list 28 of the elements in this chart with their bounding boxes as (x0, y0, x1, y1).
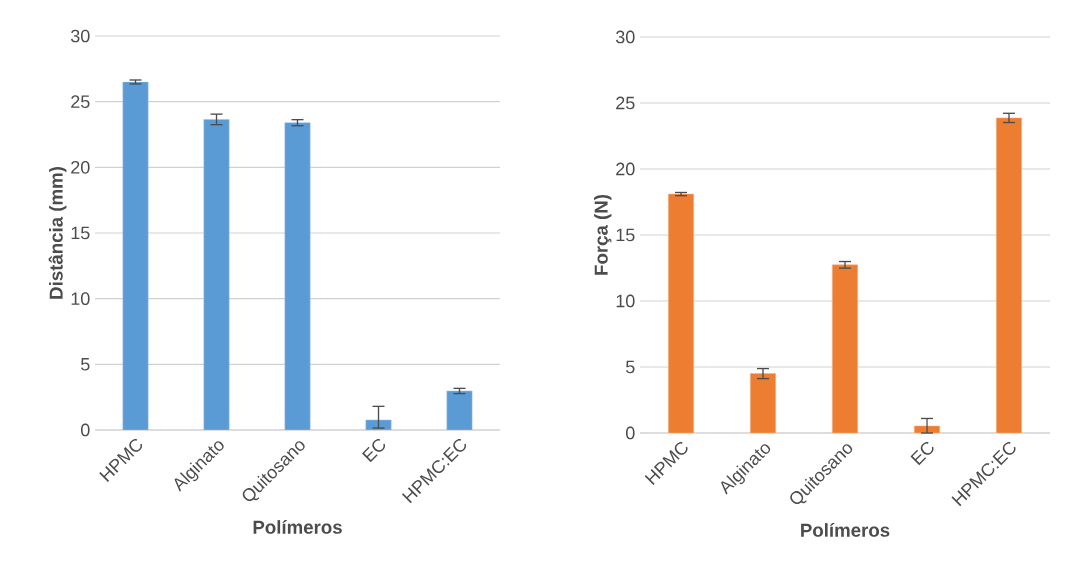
x-tick-label: EC (910, 441, 934, 466)
bar (750, 373, 776, 433)
y-tick-label: 20 (71, 160, 90, 174)
y-tick-label: 25 (616, 96, 635, 110)
y-tick-label: 0 (81, 423, 90, 437)
y-tick-label: 10 (71, 292, 90, 306)
bar (446, 390, 473, 430)
y-axis-title: Distância (mm) (48, 167, 67, 299)
y-tick-label: 15 (71, 226, 90, 240)
x-axis-title: Polímeros (253, 519, 342, 534)
bar (284, 122, 311, 430)
y-tick-label: 0 (625, 426, 635, 440)
bar (996, 117, 1022, 433)
y-tick-label: 30 (615, 30, 635, 44)
x-tick-label: EC (361, 438, 386, 463)
y-tick-label: 25 (71, 95, 90, 109)
bar (668, 193, 694, 433)
y-tick-label: 10 (616, 294, 635, 308)
y-tick-label: 5 (625, 360, 635, 374)
bar (203, 119, 230, 430)
bar (122, 81, 149, 430)
x-axis-title: Polímeros (801, 522, 890, 537)
y-tick-label: 30 (70, 29, 90, 43)
y-tick-label: 5 (81, 358, 90, 371)
y-axis-title: Força (N) (594, 194, 612, 275)
y-tick-label: 20 (616, 162, 635, 176)
bar (832, 264, 858, 433)
y-tick-label: 15 (616, 228, 635, 242)
